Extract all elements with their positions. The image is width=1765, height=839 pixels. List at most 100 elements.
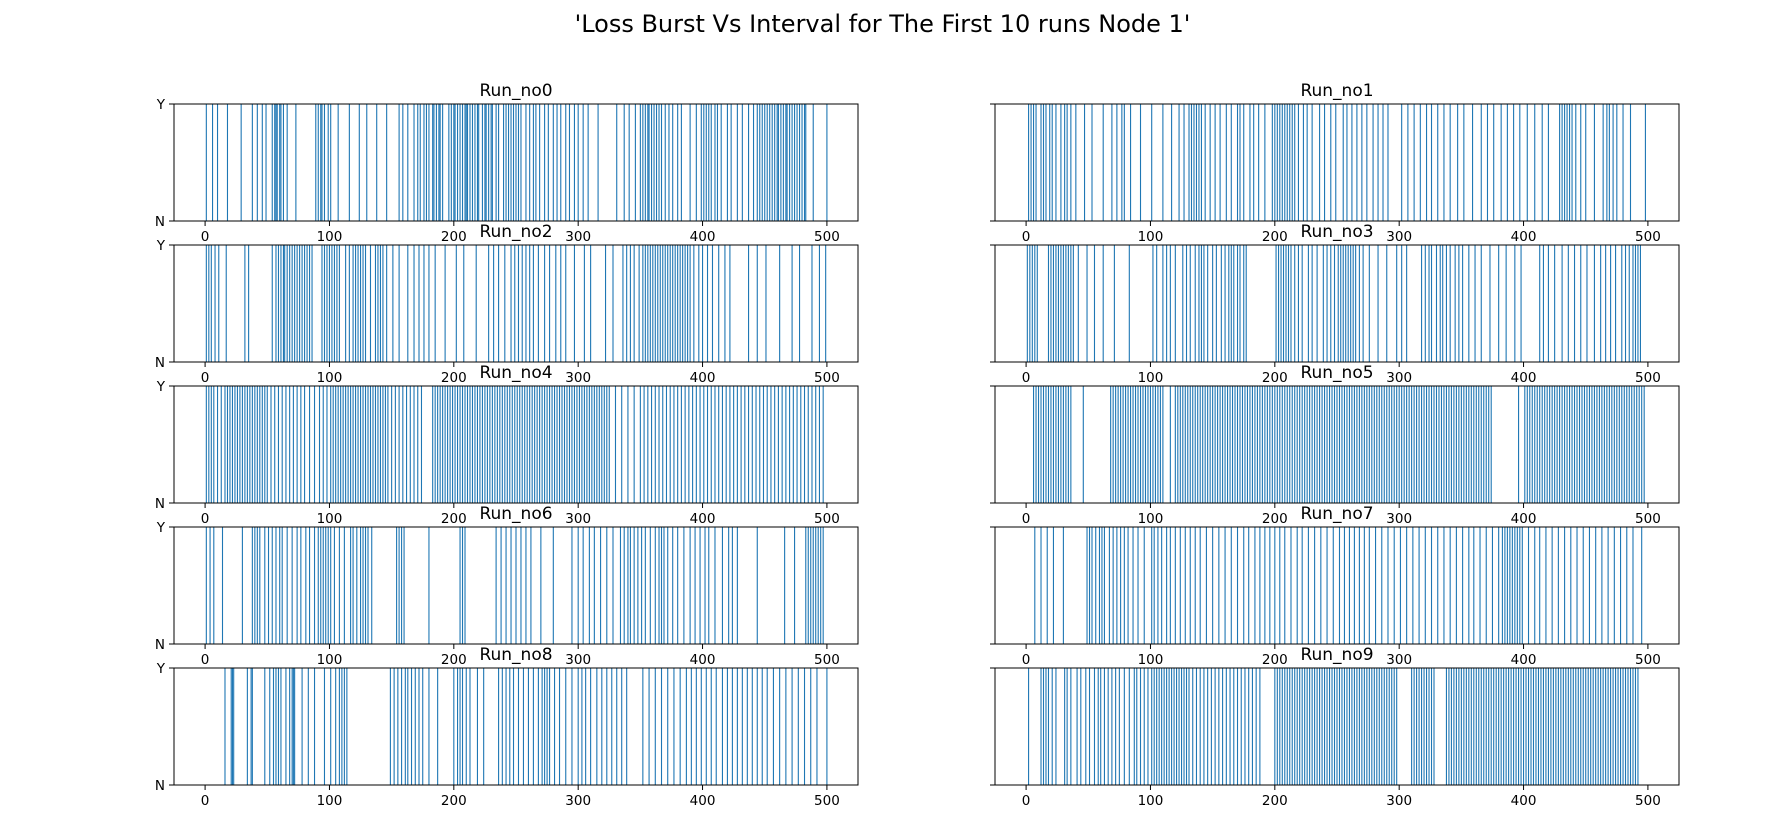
subplot-title-8: Run_no8 (479, 645, 552, 665)
bar-4-151 (651, 386, 653, 503)
bar-5-200 (1601, 386, 1603, 503)
bar-1-20 (1121, 104, 1123, 221)
bar-3-106 (1573, 245, 1576, 362)
bar-4-182 (766, 386, 768, 503)
bar-9-154 (1520, 668, 1522, 785)
bar-7-31 (1194, 527, 1196, 644)
bar-3-111 (1605, 245, 1607, 362)
bar-6-19 (305, 527, 307, 644)
bar-5-86 (1289, 386, 1291, 503)
bar-8-28 (389, 668, 391, 785)
bar-5-151 (1450, 386, 1452, 503)
bar-9-184 (1595, 668, 1597, 785)
bar-7-59 (1353, 527, 1355, 644)
bar-4-118 (546, 386, 548, 503)
bar-5-55 (1212, 386, 1214, 503)
bar-5-202 (1606, 386, 1608, 503)
bar-2-116 (765, 245, 767, 362)
bar-0-4 (240, 104, 242, 221)
bar-2-54 (434, 245, 436, 362)
bar-9-120 (1425, 668, 1428, 785)
bar-4-71 (420, 386, 423, 503)
bar-1-110 (1606, 104, 1608, 221)
x-tick-label-5-4: 400 (1511, 511, 1537, 527)
bar-9-73 (1296, 668, 1298, 785)
bar-1-30 (1190, 104, 1193, 221)
plot-frame-3 (994, 244, 1680, 363)
bar-9-176 (1575, 668, 1577, 785)
bar-9-63 (1259, 668, 1261, 785)
y-tick-label-6-1: Y (156, 520, 166, 536)
bar-4-15 (246, 386, 248, 503)
bar-3-60 (1322, 245, 1324, 362)
bar-1-108 (1593, 104, 1595, 221)
bar-2-19 (299, 245, 301, 362)
bar-0-98 (639, 104, 641, 221)
bar-3-96 (1498, 245, 1500, 362)
bar-0-93 (597, 104, 599, 221)
bar-9-56 (1233, 668, 1235, 785)
bar-5-184 (1561, 386, 1563, 503)
bar-1-14 (1075, 104, 1077, 221)
bar-6-92 (756, 527, 758, 644)
bar-4-181 (762, 386, 765, 503)
bar-5-168 (1518, 386, 1520, 503)
subplot-title-6: Run_no6 (479, 504, 552, 524)
bar-9-85 (1326, 668, 1328, 785)
bar-2-57 (463, 245, 465, 362)
bar-6-5 (251, 527, 253, 644)
bar-4-176 (744, 386, 746, 503)
bar-3-93 (1474, 245, 1476, 362)
bar-2-20 (301, 245, 303, 362)
bar-9-115 (1413, 668, 1415, 785)
bar-9-44 (1188, 668, 1190, 785)
bar-2-27 (326, 245, 328, 362)
bar-9-23 (1128, 668, 1130, 785)
bar-5-46 (1189, 386, 1191, 503)
bar-1-114 (1622, 104, 1624, 221)
bar-2-119 (799, 245, 801, 362)
bar-0-84 (552, 104, 554, 221)
bar-0-141 (785, 104, 787, 221)
bar-5-203 (1608, 386, 1610, 503)
bar-2-33 (345, 245, 347, 362)
bar-0-62 (484, 104, 486, 221)
bar-5-52 (1204, 386, 1206, 503)
bar-4-41 (335, 386, 337, 503)
bar-8-38 (428, 668, 430, 785)
bar-9-100 (1363, 668, 1365, 785)
bar-5-193 (1583, 386, 1586, 503)
bar-0-5 (251, 104, 253, 221)
bar-0-148 (801, 104, 803, 221)
bar-9-90 (1338, 668, 1341, 785)
bar-9-151 (1513, 668, 1515, 785)
bar-9-4 (1047, 668, 1050, 785)
bar-2-18 (296, 245, 298, 362)
bar-3-112 (1610, 245, 1612, 362)
bar-4-90 (476, 386, 478, 503)
bar-4-40 (332, 386, 334, 503)
bar-0-137 (776, 104, 778, 221)
plot-frame-2 (173, 244, 859, 363)
bar-1-43 (1243, 104, 1245, 221)
bar-4-136 (591, 386, 593, 503)
bar-2-90 (652, 245, 654, 362)
bar-6-53 (525, 527, 527, 644)
bar-7-34 (1212, 527, 1214, 644)
bar-5-144 (1433, 386, 1435, 503)
bar-4-48 (352, 386, 354, 503)
bar-4-165 (703, 386, 705, 503)
bar-0-60 (478, 104, 480, 221)
bar-0-64 (488, 104, 490, 221)
bar-0-130 (759, 104, 761, 221)
bar-5-110 (1348, 386, 1350, 503)
bar-4-164 (699, 386, 701, 503)
bar-7-13 (1112, 527, 1114, 644)
bar-0-127 (748, 104, 750, 221)
bar-0-16 (286, 104, 288, 221)
bar-0-15 (282, 104, 284, 221)
bar-7-57 (1343, 527, 1346, 644)
bar-8-76 (626, 668, 628, 785)
bar-2-96 (667, 245, 669, 362)
bar-9-177 (1577, 668, 1579, 785)
